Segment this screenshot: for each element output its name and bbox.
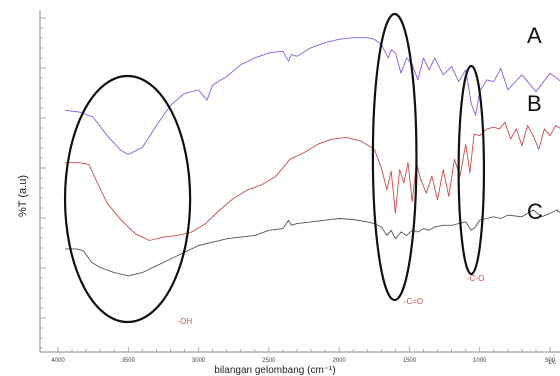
series-line-c — [65, 209, 560, 277]
x-tick-label: 3500 — [122, 358, 136, 364]
annotation-ellipse — [371, 12, 418, 302]
annotation-label: -C=O — [404, 297, 423, 306]
series-lines — [64, 37, 560, 277]
annotation-label: -C-O — [467, 274, 484, 283]
x-tick-label: 1500 — [403, 358, 417, 364]
series-tag-b: B — [527, 91, 542, 116]
annotation-ellipse — [457, 64, 486, 276]
x-tick-label: 4000 — [51, 358, 65, 364]
annotation-ellipses — [63, 12, 486, 324]
chart-labels: -OH -C=O -C-O A B C — [177, 23, 543, 326]
x-tick-label: 2500 — [262, 358, 276, 364]
x-tick-label: 2000 — [332, 358, 346, 364]
annotation-ellipse — [63, 74, 192, 324]
y-axis-label: %T (a.u) — [17, 175, 29, 217]
axis-frame — [39, 10, 560, 353]
series-tag-c: C — [527, 199, 543, 224]
x-tick-label: 500 — [545, 358, 556, 364]
x-axis-label: bilangan gelombang (cm⁻¹) — [214, 365, 335, 376]
series-line-a — [64, 37, 560, 155]
series-line-b — [65, 121, 560, 241]
x-tick-label: 3000 — [192, 358, 206, 364]
x-tick-label: 1000 — [473, 358, 487, 364]
annotation-label: -OH — [177, 317, 192, 326]
series-tag-a: A — [527, 23, 542, 48]
x-axis-unit-cut: 1/c — [548, 360, 556, 366]
y-ticks — [40, 17, 46, 349]
x-ticks: 4000 3500 3000 2500 2000 1500 1000 500 — [51, 347, 556, 364]
